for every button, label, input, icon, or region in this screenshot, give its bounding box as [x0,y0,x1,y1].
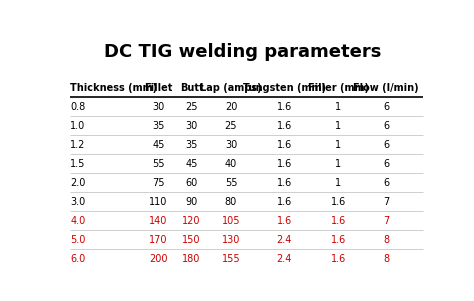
Text: 90: 90 [185,197,198,207]
Text: 155: 155 [222,254,240,264]
Text: Thickness (mm): Thickness (mm) [70,83,157,93]
Text: 1.6: 1.6 [277,102,292,112]
Text: 1.6: 1.6 [277,197,292,207]
Text: Flow (l/min): Flow (l/min) [354,83,419,93]
Text: 8: 8 [383,254,389,264]
Text: 1.2: 1.2 [70,140,86,150]
Text: 1.6: 1.6 [331,254,346,264]
Text: 7: 7 [383,197,389,207]
Text: 1.0: 1.0 [70,121,85,131]
Text: 80: 80 [225,197,237,207]
Text: 35: 35 [152,121,164,131]
Text: 1: 1 [336,102,341,112]
Text: 55: 55 [152,159,164,169]
Text: 30: 30 [225,140,237,150]
Text: 2.4: 2.4 [276,235,292,245]
Text: 140: 140 [149,216,168,226]
Text: 6: 6 [383,140,389,150]
Text: 1: 1 [336,178,341,188]
Text: 25: 25 [185,102,198,112]
Text: 0.8: 0.8 [70,102,85,112]
Text: Tungsten (mm): Tungsten (mm) [243,83,326,93]
Text: 30: 30 [185,121,198,131]
Text: Fillet: Fillet [144,83,173,93]
Text: 2.4: 2.4 [276,254,292,264]
Text: 2.0: 2.0 [70,178,86,188]
Text: 75: 75 [152,178,164,188]
Text: 1: 1 [336,121,341,131]
Text: 1.6: 1.6 [331,216,346,226]
Text: 1.6: 1.6 [277,178,292,188]
Text: 20: 20 [225,102,237,112]
Text: 7: 7 [383,216,389,226]
Text: 55: 55 [225,178,237,188]
Text: 200: 200 [149,254,168,264]
Text: 1: 1 [336,159,341,169]
Text: 6: 6 [383,102,389,112]
Text: 1.6: 1.6 [331,197,346,207]
Text: 1.6: 1.6 [277,216,292,226]
Text: 35: 35 [185,140,198,150]
Text: 40: 40 [225,159,237,169]
Text: 25: 25 [225,121,237,131]
Text: 6: 6 [383,121,389,131]
Text: 180: 180 [182,254,201,264]
Text: 60: 60 [185,178,198,188]
Text: 1.6: 1.6 [277,159,292,169]
Text: 110: 110 [149,197,168,207]
Text: Lap (amps): Lap (amps) [200,83,262,93]
Text: 130: 130 [222,235,240,245]
Text: 30: 30 [152,102,164,112]
Text: 6.0: 6.0 [70,254,85,264]
Text: Filler (mm): Filler (mm) [308,83,369,93]
Text: 45: 45 [185,159,198,169]
Text: 45: 45 [152,140,164,150]
Text: 6: 6 [383,159,389,169]
Text: 4.0: 4.0 [70,216,85,226]
Text: 120: 120 [182,216,201,226]
Text: 3.0: 3.0 [70,197,85,207]
Text: Butt: Butt [180,83,203,93]
Text: 1: 1 [336,140,341,150]
Text: 6: 6 [383,178,389,188]
Text: 8: 8 [383,235,389,245]
Text: DC TIG welding parameters: DC TIG welding parameters [104,43,382,61]
Text: 150: 150 [182,235,201,245]
Text: 105: 105 [222,216,240,226]
Text: 5.0: 5.0 [70,235,86,245]
Text: 1.6: 1.6 [277,121,292,131]
Text: 170: 170 [149,235,168,245]
Text: 1.6: 1.6 [331,235,346,245]
Text: 1.5: 1.5 [70,159,86,169]
Text: 1.6: 1.6 [277,140,292,150]
